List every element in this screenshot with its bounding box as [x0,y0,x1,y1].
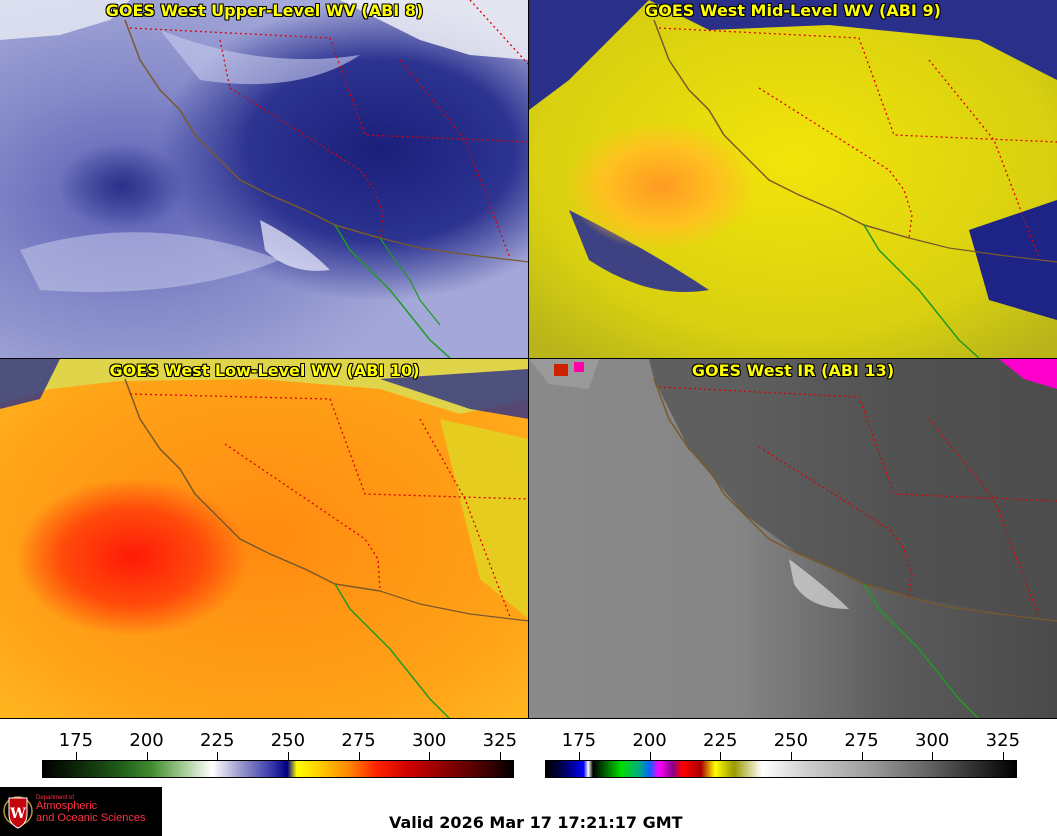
colorbar-tick-label: 325 [985,730,1021,751]
colorbar-tick-label: 225 [703,730,738,751]
low-level-wv-image [0,359,529,719]
panel-title: GOES West Upper-Level WV (ABI 8) [105,1,424,20]
colorbar-tick-mark [287,752,289,760]
colorbar-tick-label: 325 [482,730,518,751]
logo-line-1: Atmospheric [36,800,98,813]
colorbar-tick-label: 225 [200,730,235,751]
wv-colorbar [42,760,514,778]
wv-colorbar-ticks: 175 200 225 250 275 300 325 [42,730,518,760]
colorbar-tick-label: 250 [270,730,306,751]
upper-level-wv-panel: GOES West Upper-Level WV (ABI 8) [0,0,529,358]
colorbar-tick-label: 275 [341,730,376,751]
colorbar-tick-mark [75,752,77,760]
colorbar-tick-mark [932,752,934,760]
colorbar-tick-mark [146,752,148,760]
panel-divider-vertical [528,0,529,719]
panel-divider-bottom [0,718,1057,719]
ir-panel: GOES West IR (ABI 13) [529,359,1057,719]
svg-text:W: W [9,806,26,822]
colorbar-tick-label: 175 [561,730,597,751]
colorbar-tick-label: 275 [844,730,879,751]
ir-colorbar [545,760,1017,778]
low-level-wv-panel: GOES West Low-Level WV (ABI 10) [0,359,529,719]
panel-title: GOES West IR (ABI 13) [691,361,895,380]
colorbar-tick-label: 300 [412,730,447,751]
colorbar-tick-mark [578,752,580,760]
colorbar-tick-mark [217,752,219,760]
colorbar-tick-mark [358,752,360,760]
upper-level-wv-image [0,0,529,358]
panel-title: GOES West Low-Level WV (ABI 10) [109,361,420,380]
colorbar-tick-label: 200 [632,730,667,751]
ir-colorbar-ticks: 175 200 225 250 275 300 325 [545,730,1021,760]
logo-dept-text: Department of [36,795,75,801]
colorbar-tick-label: 200 [129,730,164,751]
colorbar-tick-label: 250 [773,730,809,751]
colorbar-tick-mark [790,752,792,760]
colorbar-tick-label: 175 [58,730,94,751]
mid-level-wv-image [529,0,1057,358]
colorbar-tick-mark [720,752,722,760]
colorbar-tick-label: 300 [915,730,950,751]
colorbar-tick-mark [1002,752,1004,760]
mid-level-wv-panel: GOES West Mid-Level WV (ABI 9) [529,0,1057,358]
valid-time: Valid 2026 Mar 17 17:21:17 GMT [389,813,683,832]
colorbar-tick-mark [499,752,501,760]
colorbar-tick-mark [861,752,863,760]
colorbar-tick-mark [649,752,651,760]
uw-crest-icon: W [3,796,33,829]
colorbar-tick-mark [429,752,431,760]
ir-image [529,359,1057,719]
logo-line-2: and Oceanic Sciences [36,811,146,824]
aos-logo: W Department of Atmospheric and Oceanic … [0,787,162,836]
panel-title: GOES West Mid-Level WV (ABI 9) [645,1,941,20]
